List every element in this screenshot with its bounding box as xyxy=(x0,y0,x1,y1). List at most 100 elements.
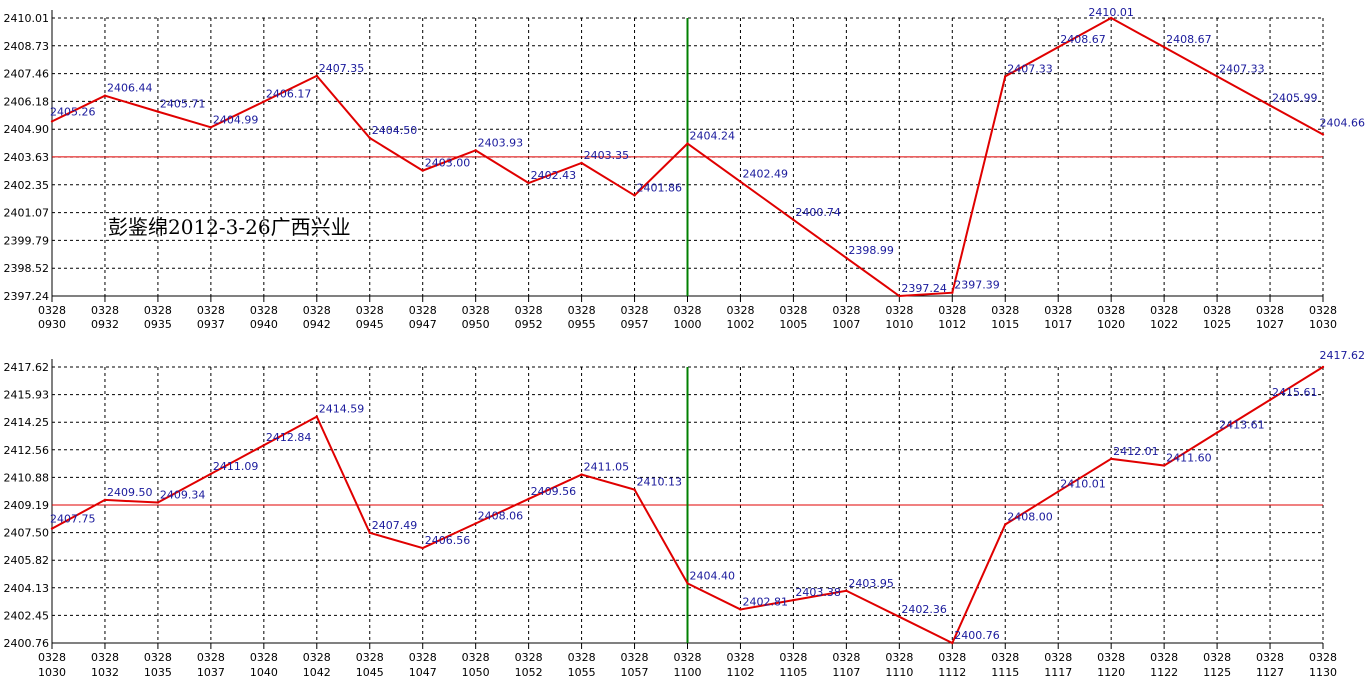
x-tick-label-time: 1122 xyxy=(1150,666,1178,679)
x-tick-label-date: 0328 xyxy=(91,651,119,664)
data-label: 2404.66 xyxy=(1320,116,1366,129)
x-tick-label-time: 1045 xyxy=(356,666,384,679)
x-tick-label-date: 0328 xyxy=(1256,304,1284,317)
data-point xyxy=(421,546,424,550)
data-label: 2404.99 xyxy=(213,113,259,126)
data-label: 2411.05 xyxy=(584,461,630,474)
y-tick-label: 2402.45 xyxy=(4,609,50,622)
data-label: 2397.24 xyxy=(901,282,947,295)
x-tick-label-date: 0328 xyxy=(1097,304,1125,317)
x-tick-label-time: 0950 xyxy=(462,318,490,331)
data-label: 2411.60 xyxy=(1166,452,1212,465)
x-tick-label-time: 1027 xyxy=(1256,318,1284,331)
x-tick-label-time: 0945 xyxy=(356,318,384,331)
data-label: 2403.95 xyxy=(848,577,894,590)
x-tick-label-time: 1047 xyxy=(409,666,437,679)
data-point xyxy=(845,589,848,592)
data-point xyxy=(368,136,371,140)
data-label: 2408.06 xyxy=(478,509,523,522)
data-point xyxy=(103,498,107,502)
data-point xyxy=(527,181,530,185)
data-label: 2409.50 xyxy=(107,486,153,499)
x-tick-label-date: 0328 xyxy=(38,304,66,317)
chart-annotation: 彭鉴绵2012-3-26广西兴业 xyxy=(108,215,351,239)
bottom-panel: 2417.62 2415.93 2414.25 2412.56 2410.88 2409.… xyxy=(4,349,1366,679)
x-tick-label-date: 0328 xyxy=(462,651,490,664)
x-tick-label-date: 0328 xyxy=(938,304,966,317)
x-tick-label-date: 0328 xyxy=(991,304,1019,317)
x-tick-label-time: 1000 xyxy=(674,318,702,331)
data-label: 2407.33 xyxy=(1219,62,1265,75)
data-label: 2397.39 xyxy=(954,279,1000,292)
data-point xyxy=(898,294,901,298)
x-tick-label-date: 0328 xyxy=(1044,651,1072,664)
x-tick-label-date: 0328 xyxy=(250,651,278,664)
data-point xyxy=(845,256,848,260)
x-tick-label-time: 1127 xyxy=(1256,666,1284,679)
x-tick-label-time: 1130 xyxy=(1309,666,1337,679)
x-tick-label-date: 0328 xyxy=(1309,304,1337,317)
x-tick-label-time: 0952 xyxy=(515,318,543,331)
data-label: 2408.67 xyxy=(1060,33,1106,46)
x-tick-label-date: 0328 xyxy=(303,651,331,664)
data-point xyxy=(421,169,424,172)
data-point xyxy=(156,501,160,504)
data-point xyxy=(1268,398,1272,402)
data-label: 2405.26 xyxy=(50,105,96,118)
y-tick-label: 2405.82 xyxy=(4,554,50,567)
data-point xyxy=(315,415,318,418)
data-label: 2400.74 xyxy=(795,206,841,219)
x-tick-label-date: 0328 xyxy=(1150,304,1178,317)
x-tick-label-date: 0328 xyxy=(409,651,437,664)
x-tick-label-date: 0328 xyxy=(885,651,913,664)
y-tick-label: 2412.56 xyxy=(4,444,50,457)
x-tick-label-time: 1030 xyxy=(1309,318,1337,331)
x-tick-label-date: 0328 xyxy=(197,304,225,317)
x-tick-label-date: 0328 xyxy=(1309,651,1337,664)
x-tick-label-date: 0328 xyxy=(885,304,913,317)
data-label: 2410.01 xyxy=(1060,478,1106,491)
x-tick-label-date: 0328 xyxy=(1203,651,1231,664)
y-tick-label: 2402.35 xyxy=(4,179,50,192)
y-tick-label: 2398.52 xyxy=(4,262,50,275)
data-point xyxy=(580,473,583,476)
data-label: 2403.93 xyxy=(478,136,523,149)
data-point xyxy=(1321,133,1325,136)
data-point xyxy=(209,126,213,129)
data-label: 2413.61 xyxy=(1219,419,1265,432)
x-tick-label-time: 1022 xyxy=(1150,318,1178,331)
x-tick-label-time: 0935 xyxy=(144,318,172,331)
data-point xyxy=(633,488,636,491)
y-tick-label: 2410.01 xyxy=(4,12,50,25)
data-point xyxy=(209,472,213,476)
data-point xyxy=(1109,457,1113,461)
data-point xyxy=(368,531,371,535)
data-label: 2408.00 xyxy=(1007,510,1053,523)
y-tick-label: 2406.18 xyxy=(4,95,50,108)
data-label: 2407.33 xyxy=(1007,62,1053,75)
x-tick-label-time: 0955 xyxy=(568,318,596,331)
y-tick-label: 2403.63 xyxy=(4,151,50,164)
y-tick-label: 2407.50 xyxy=(4,527,50,540)
x-tick-label-date: 0328 xyxy=(779,304,807,317)
x-tick-label-time: 0937 xyxy=(197,318,225,331)
data-point xyxy=(1215,75,1219,78)
data-point xyxy=(792,598,795,602)
data-label: 2403.35 xyxy=(584,149,630,162)
data-label: 2398.99 xyxy=(848,244,894,257)
data-point xyxy=(686,142,689,145)
data-label: 2412.01 xyxy=(1113,445,1159,458)
data-label: 2407.35 xyxy=(319,62,365,75)
x-tick-label-date: 0328 xyxy=(726,304,754,317)
data-point xyxy=(1057,45,1060,49)
data-label: 2414.59 xyxy=(319,403,365,416)
x-tick-label-date: 0328 xyxy=(568,651,596,664)
x-tick-label-date: 0328 xyxy=(303,304,331,317)
x-tick-label-date: 0328 xyxy=(674,651,702,664)
data-label: 2404.50 xyxy=(372,124,418,137)
x-tick-label-date: 0328 xyxy=(779,651,807,664)
y-tick-label: 2399.79 xyxy=(4,234,50,247)
x-tick-label-date: 0328 xyxy=(1097,651,1125,664)
x-tick-label-time: 0957 xyxy=(621,318,649,331)
data-point xyxy=(474,522,477,525)
